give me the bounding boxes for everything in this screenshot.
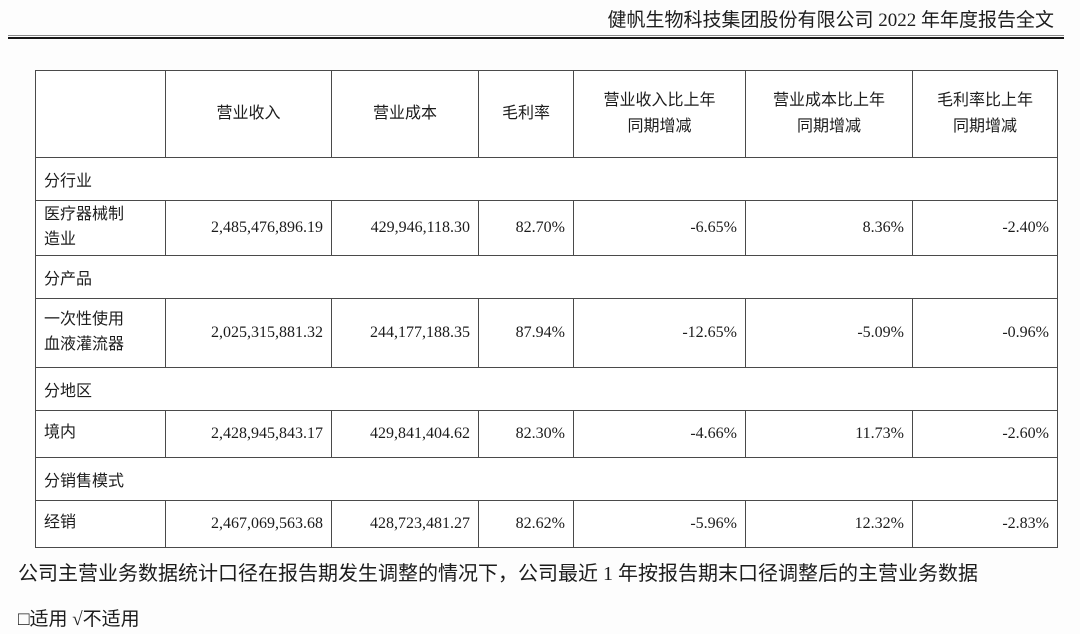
cell-cost-yoy: 11.73% (745, 409, 913, 458)
cell-margin-yoy: -2.83% (912, 499, 1058, 548)
cell-cost-yoy: 12.32% (745, 499, 913, 548)
table-row: 境内 2,428,945,843.17 429,841,404.62 82.30… (35, 409, 1058, 458)
title-rule-thick-line (8, 37, 1064, 39)
table-row: 医疗器械制 造业 2,485,476,896.19 429,946,118.30… (35, 200, 1058, 256)
col-header-revenue-yoy: 营业收入比上年 同期增减 (573, 70, 746, 158)
col-header-blank (35, 70, 166, 158)
cell-cost-yoy: -5.09% (745, 297, 913, 368)
cell-margin-yoy: -2.40% (912, 200, 1058, 256)
cell-cost-yoy: 8.36% (745, 200, 913, 256)
col-header-cost-yoy: 营业成本比上年 同期增减 (745, 70, 913, 158)
title-rule-thin-line (8, 35, 1064, 36)
table-header-row: 营业收入 营业成本 毛利率 营业收入比上年 同期增减 营业成本比上年 同期增减 … (35, 70, 1058, 158)
section-label: 分销售模式 (35, 456, 1058, 501)
footnote-text: 公司主营业务数据统计口径在报告期发生调整的情况下，公司最近 1 年按报告期末口径… (18, 562, 978, 585)
cell-revenue-yoy: -6.65% (573, 200, 746, 256)
col-header-margin: 毛利率 (478, 70, 574, 158)
table-row: 一次性使用 血液灌流器 2,025,315,881.32 244,177,188… (35, 297, 1058, 368)
section-row-product: 分产品 (35, 254, 1058, 299)
section-label: 分行业 (35, 157, 1058, 201)
table-row: 经销 2,467,069,563.68 428,723,481.27 82.62… (35, 499, 1058, 548)
cell-revenue: 2,428,945,843.17 (165, 409, 332, 458)
cell-margin: 82.70% (478, 200, 574, 256)
cell-margin: 82.62% (478, 499, 574, 548)
row-label: 一次性使用 血液灌流器 (35, 297, 166, 368)
cell-revenue-yoy: -5.96% (573, 499, 746, 548)
cell-margin-yoy: -2.60% (912, 409, 1058, 458)
cell-revenue-yoy: -12.65% (573, 297, 746, 368)
cell-margin: 82.30% (478, 409, 574, 458)
cell-revenue: 2,025,315,881.32 (165, 297, 332, 368)
cell-revenue: 2,485,476,896.19 (165, 200, 332, 256)
document-title: 健帆生物科技集团股份有限公司 2022 年年度报告全文 (607, 10, 1054, 31)
section-row-sales-model: 分销售模式 (35, 456, 1058, 501)
title-rule (8, 35, 1064, 39)
main-business-table: 营业收入 营业成本 毛利率 营业收入比上年 同期增减 营业成本比上年 同期增减 … (35, 70, 1058, 548)
cell-revenue-yoy: -4.66% (573, 409, 746, 458)
section-label: 分地区 (35, 366, 1058, 411)
cell-cost: 429,946,118.30 (331, 200, 479, 256)
applicability-line: □适用 √不适用 (18, 608, 140, 630)
row-label: 境内 (35, 409, 166, 458)
cell-margin-yoy: -0.96% (912, 297, 1058, 368)
cell-cost: 429,841,404.62 (331, 409, 479, 458)
row-label: 医疗器械制 造业 (35, 200, 166, 256)
section-row-industry: 分行业 (35, 157, 1058, 201)
col-header-revenue: 营业收入 (165, 70, 332, 158)
col-header-cost: 营业成本 (331, 70, 479, 158)
cell-margin: 87.94% (478, 297, 574, 368)
col-header-margin-yoy: 毛利率比上年 同期增减 (912, 70, 1058, 158)
cell-cost: 244,177,188.35 (331, 297, 479, 368)
cell-cost: 428,723,481.27 (331, 499, 479, 548)
row-label: 经销 (35, 499, 166, 548)
section-label: 分产品 (35, 254, 1058, 299)
section-row-region: 分地区 (35, 366, 1058, 411)
cell-revenue: 2,467,069,563.68 (165, 499, 332, 548)
